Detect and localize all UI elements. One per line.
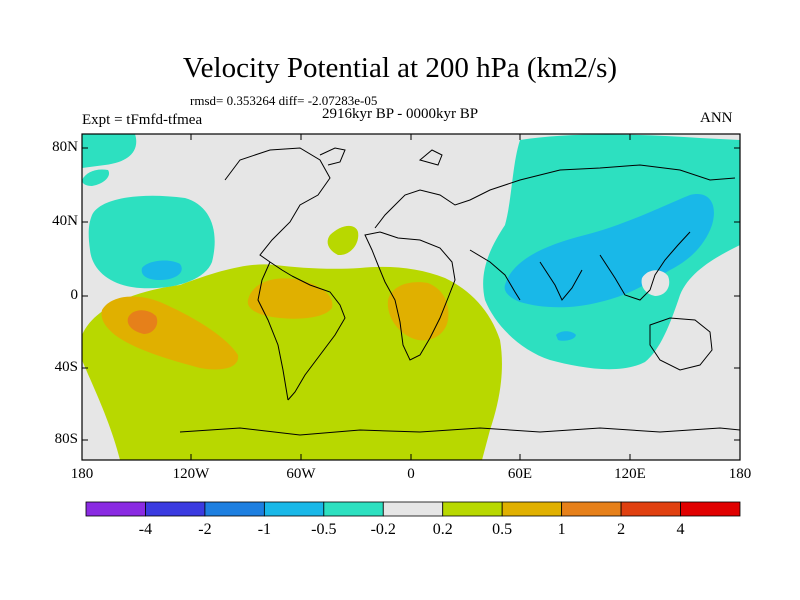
contour-negative-northatlantic <box>82 169 110 186</box>
colorbar-label: -2 <box>198 521 212 538</box>
coastlines <box>179 147 740 436</box>
experiment-label: Expt = tFmfd-tfmea <box>82 112 203 128</box>
colorbar-swatch <box>620 501 681 517</box>
colorbar-label: -4 <box>138 521 153 538</box>
contour-min-indianocean <box>556 331 576 341</box>
contour-neutral-westpacific <box>641 270 670 296</box>
lat-label-80n: 80N <box>52 139 78 155</box>
lon-label-180e: 180 <box>728 466 752 482</box>
axis-ticks <box>81 134 741 460</box>
colorbar-swatch <box>263 501 325 517</box>
lat-label-40n: 40N <box>52 213 78 229</box>
contour-max-southamerica <box>247 278 333 319</box>
colorbar-swatch <box>501 501 563 517</box>
colorbar-label: 1 <box>557 521 566 538</box>
map-plot-area <box>82 134 740 460</box>
colorbar-label: -0.5 <box>311 521 337 538</box>
colorbar-swatch <box>323 501 384 517</box>
lat-label-80s: 80S <box>54 431 78 447</box>
period-label: 2916kyr BP - 0000kyr BP <box>322 106 479 122</box>
colorbar-swatch <box>442 501 503 517</box>
contour-positive-blob <box>327 225 359 256</box>
map-title: Velocity Potential at 200 hPa (km2/s) <box>182 52 618 84</box>
colorbar-label: -1 <box>257 521 272 538</box>
colorbar-label: 0.5 <box>492 521 513 538</box>
contour-negative-pacific-west <box>82 134 137 168</box>
season-label: ANN <box>700 110 733 126</box>
lat-label-40s: 40S <box>54 359 78 375</box>
colorbar-swatch <box>680 501 741 517</box>
rmsd-stats: rmsd= 0.353264 diff= -2.07283e-05 <box>190 93 378 108</box>
colorbar-label: -0.2 <box>370 521 396 538</box>
contour-max-pacific-core <box>127 310 158 334</box>
lon-label-60e: 60E <box>507 466 533 482</box>
lon-label-180w: 180 <box>70 466 94 482</box>
lon-label-120w: 120W <box>172 466 210 482</box>
lon-label-120e: 120E <box>614 466 646 482</box>
colorbar-label: 4 <box>676 521 685 538</box>
colorbar-swatch <box>382 501 444 517</box>
colorbar <box>85 501 741 517</box>
colorbar-label: 0.2 <box>432 521 453 538</box>
colorbar-swatch <box>145 501 206 517</box>
contour-min-pacific <box>141 260 182 280</box>
colorbar-swatch <box>85 501 146 517</box>
colorbar-swatch <box>204 501 265 517</box>
lat-label-0: 0 <box>70 287 79 303</box>
contour-max-africa <box>387 282 449 341</box>
contour-negative-pacific-east <box>88 195 215 289</box>
contour-min-asia <box>504 194 714 308</box>
colorbar-label: 2 <box>617 521 626 538</box>
lon-label-60w: 60W <box>286 466 316 482</box>
lon-label-0: 0 <box>407 466 415 482</box>
colorbar-swatch <box>561 501 622 517</box>
